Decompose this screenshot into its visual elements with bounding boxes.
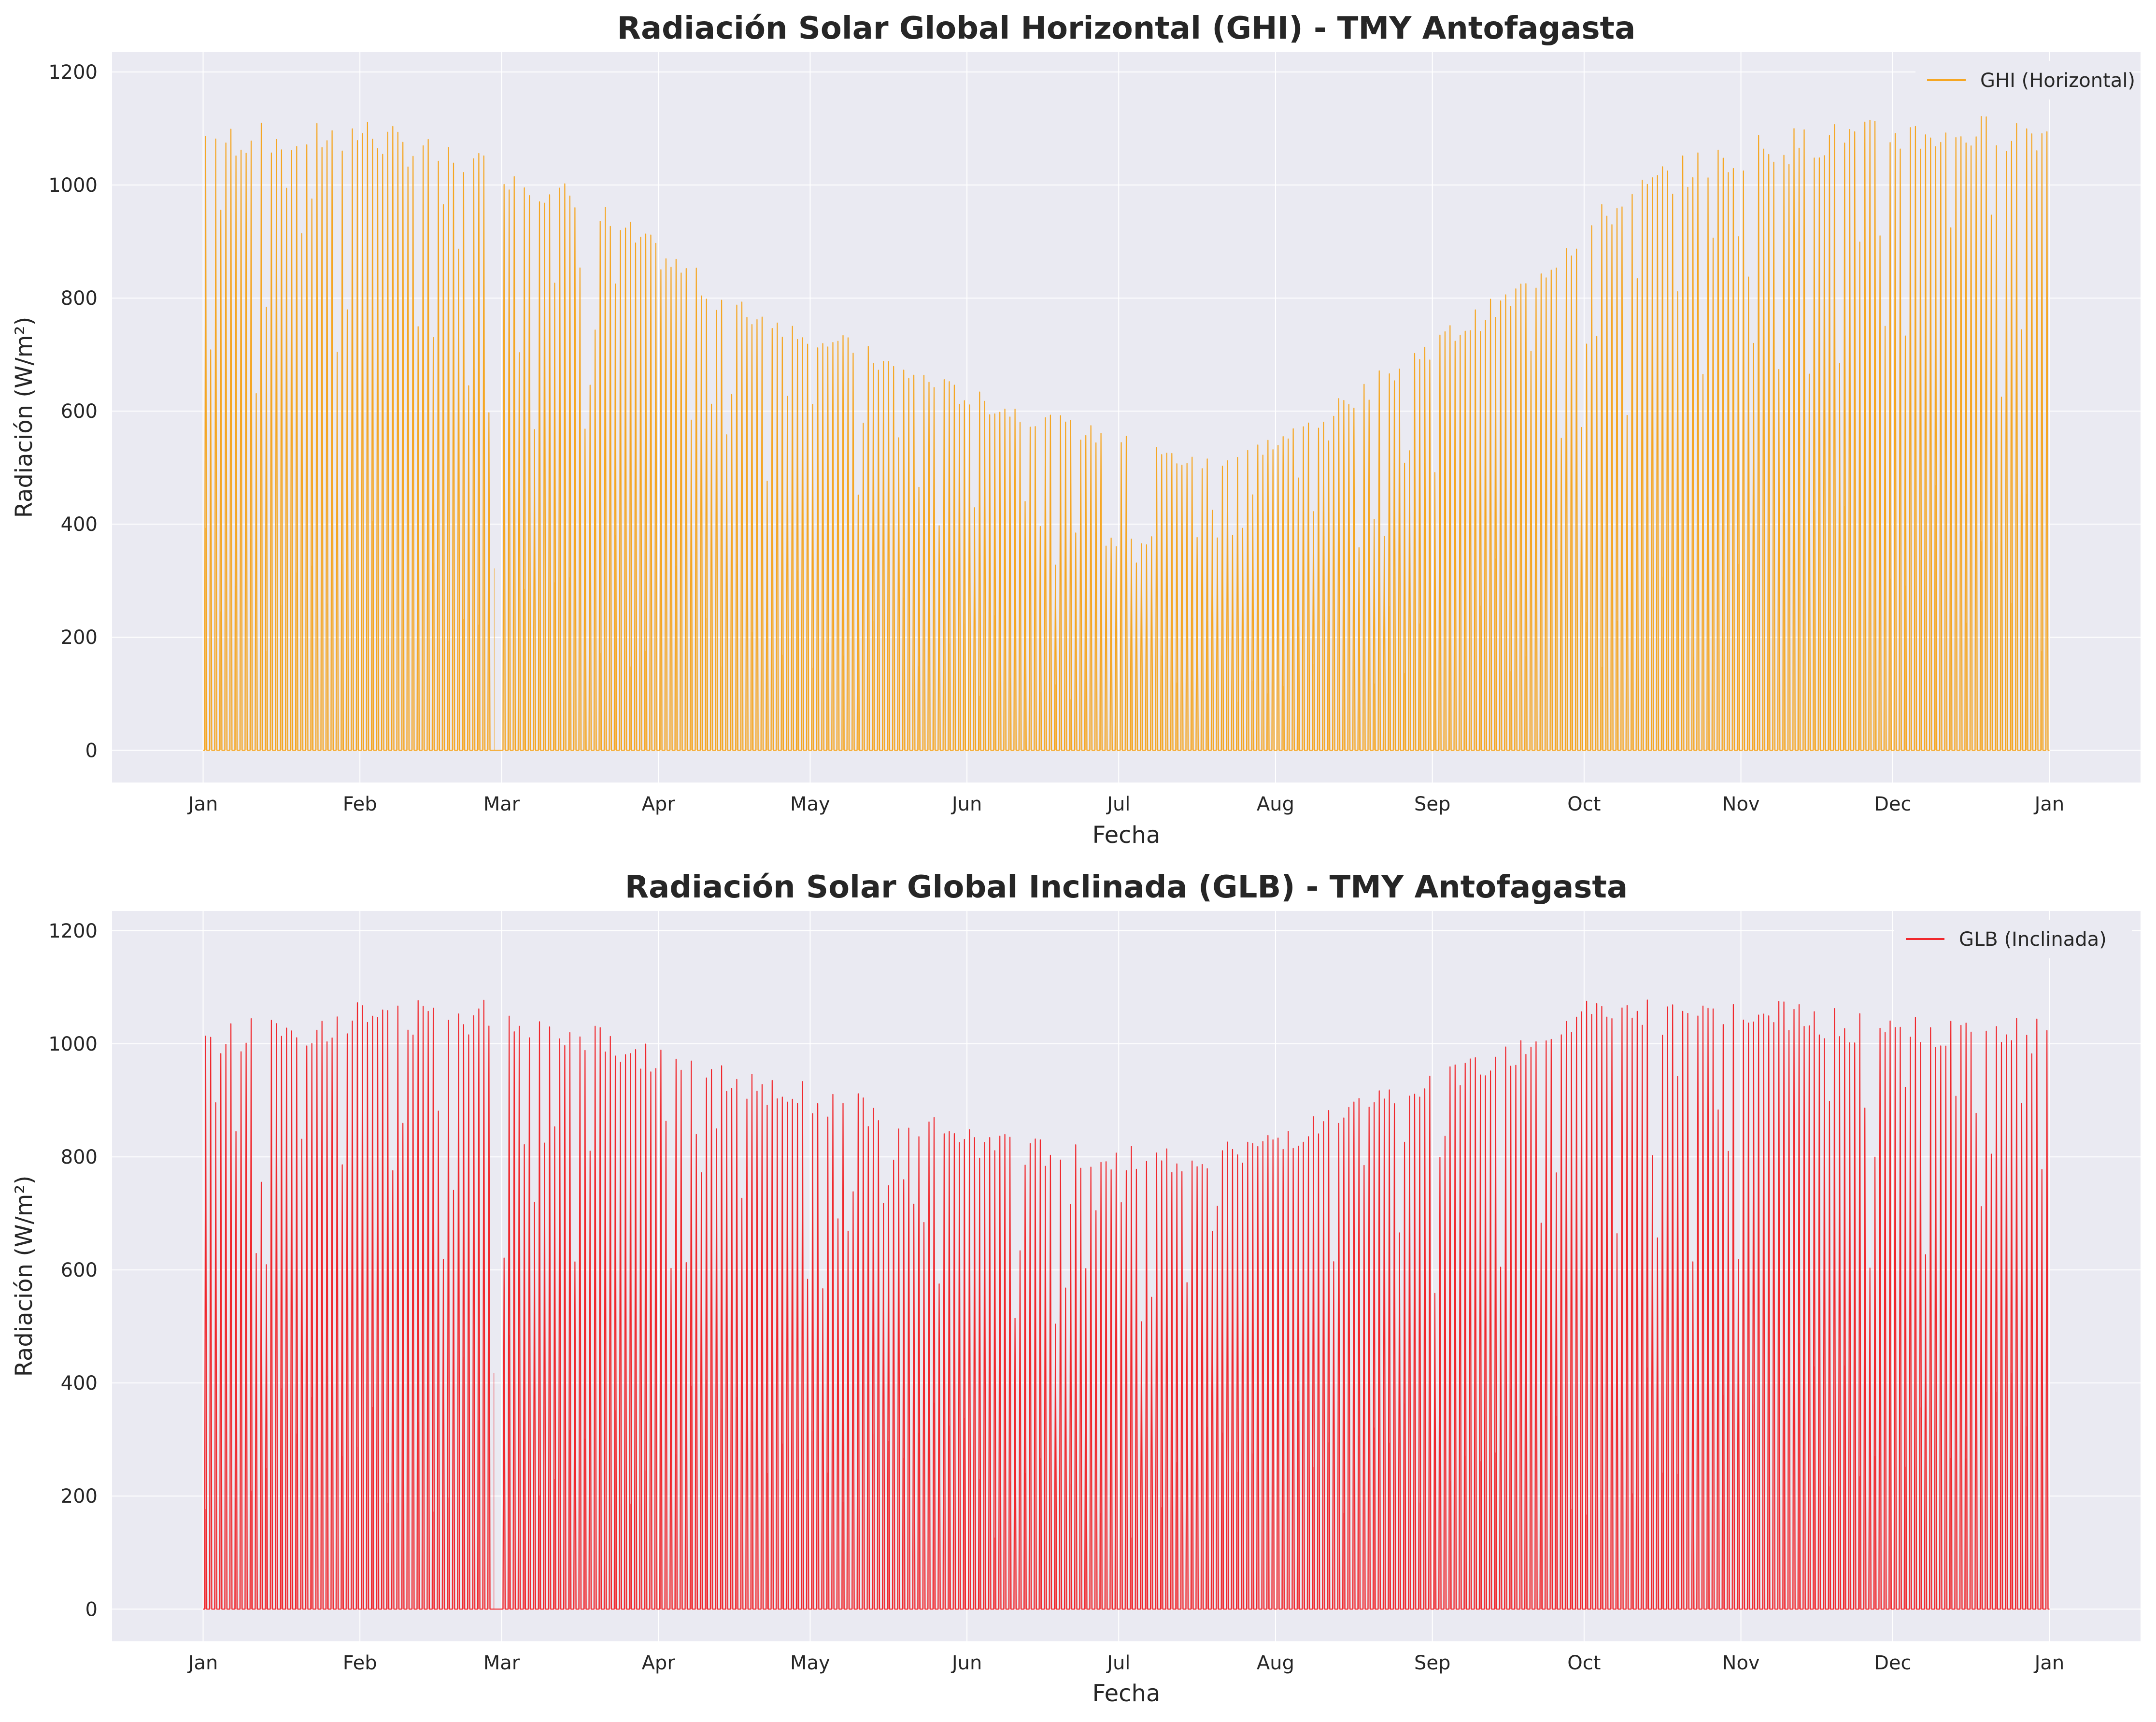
ghi-x-tick-label: Sep: [1414, 793, 1450, 815]
ghi-x-tick-labels: Jan Feb Mar Apr May Jun Jul Aug Sep Oct Nov Dec Jan: [187, 793, 2065, 815]
ghi-series: [203, 116, 2050, 751]
glb-series-secondary-line: [205, 1335, 2043, 1609]
glb-y-axis-label: Radiación (W/m²): [11, 1176, 38, 1377]
ghi-x-tick-label: Jul: [1106, 793, 1130, 815]
glb-series-line: [203, 999, 2050, 1610]
ghi-legend-label: GHI (Horizontal): [1980, 70, 2135, 92]
glb-x-tick-label: Aug: [1257, 1652, 1294, 1674]
glb-legend-label: GLB (Inclinada): [1959, 928, 2107, 951]
glb-x-tick-label: Jan: [2033, 1652, 2065, 1674]
glb-x-tick-label: Jan: [187, 1652, 218, 1674]
glb-x-tick-labels: Jan Feb Mar Apr May Jun Jul Aug Sep Oct Nov Dec Jan: [187, 1652, 2065, 1674]
ghi-y-tick-label: 400: [61, 513, 98, 536]
ghi-y-tick-label: 600: [61, 400, 98, 423]
glb-x-axis-label: Fecha: [1092, 1680, 1161, 1707]
ghi-x-tick-label: Jan: [187, 793, 218, 815]
ghi-series-line: [203, 116, 2050, 751]
ghi-x-tick-label: Jan: [2033, 793, 2065, 815]
glb-x-tick-label: Apr: [642, 1652, 676, 1674]
glb-chart-title: Radiación Solar Global Inclinada (GLB) -…: [625, 869, 1628, 905]
ghi-y-tick-label: 1200: [48, 61, 98, 84]
ghi-x-tick-label: Feb: [343, 793, 377, 815]
ghi-legend: GHI (Horizontal): [1915, 61, 2135, 100]
ghi-x-tick-label: May: [790, 793, 830, 815]
ghi-x-tick-label: Apr: [642, 793, 676, 815]
ghi-y-axis-label: Radiación (W/m²): [11, 317, 38, 518]
glb-legend-box: [1894, 920, 2132, 958]
glb-panel: Radiación Solar Global Inclinada (GLB) -…: [11, 869, 2141, 1707]
glb-x-tick-label: Nov: [1722, 1652, 1760, 1674]
ghi-x-tick-label: Mar: [483, 793, 520, 815]
ghi-y-tick-label: 1000: [48, 174, 98, 197]
ghi-y-tick-label: 0: [85, 740, 98, 762]
glb-y-tick-labels: 0 200 400 600 800 1000 1200: [48, 920, 98, 1621]
ghi-panel: Radiación Solar Global Horizontal (GHI) …: [11, 11, 2141, 849]
glb-x-tick-label: Feb: [343, 1652, 377, 1674]
ghi-series-secondary-line: [205, 478, 2043, 751]
glb-series: [203, 999, 2050, 1610]
glb-x-tick-label: Dec: [1874, 1652, 1911, 1674]
ghi-y-tick-label: 800: [61, 287, 98, 310]
glb-x-tick-label: Jun: [950, 1652, 982, 1674]
ghi-x-tick-label: Aug: [1257, 793, 1294, 815]
ghi-plot-area: [112, 52, 2141, 783]
glb-x-tick-label: Mar: [483, 1652, 520, 1674]
glb-x-tick-label: Jul: [1106, 1652, 1130, 1674]
glb-y-tick-label: 1000: [48, 1033, 98, 1055]
ghi-x-tick-label: Dec: [1874, 793, 1911, 815]
glb-y-tick-label: 600: [61, 1259, 98, 1281]
ghi-y-tick-labels: 0 200 400 600 800 1000 1200: [48, 61, 98, 762]
glb-x-tick-label: Oct: [1567, 1652, 1601, 1674]
glb-legend: GLB (Inclinada): [1894, 920, 2132, 958]
glb-y-tick-label: 400: [61, 1372, 98, 1395]
ghi-legend-box: [1915, 61, 2132, 100]
glb-x-tick-label: Sep: [1414, 1652, 1450, 1674]
glb-y-tick-label: 0: [85, 1598, 98, 1621]
ghi-x-axis-label: Fecha: [1092, 822, 1161, 849]
ghi-x-tick-label: Jun: [950, 793, 982, 815]
glb-y-tick-label: 200: [61, 1485, 98, 1508]
ghi-y-tick-label: 200: [61, 626, 98, 649]
ghi-x-tick-label: Oct: [1567, 793, 1601, 815]
glb-y-tick-label: 800: [61, 1146, 98, 1168]
glb-x-tick-label: May: [790, 1652, 830, 1674]
ghi-chart-title: Radiación Solar Global Horizontal (GHI) …: [617, 11, 1636, 46]
ghi-x-tick-label: Nov: [1722, 793, 1760, 815]
glb-y-tick-label: 1200: [48, 920, 98, 942]
